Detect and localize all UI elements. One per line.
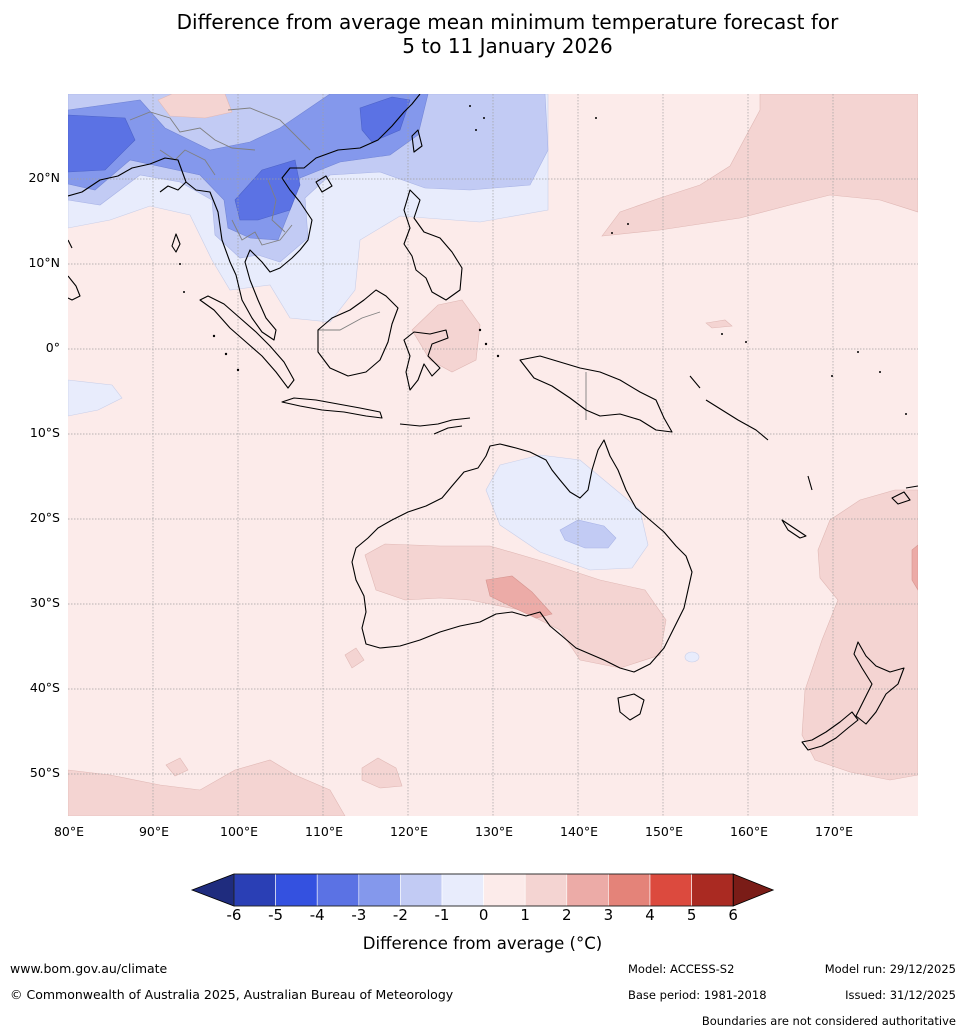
forecast-map: [68, 94, 918, 816]
anomaly-cool-asia-strong: [68, 94, 429, 241]
colorbar-swatch: [649, 873, 692, 907]
lon-label-160e: 160°E: [729, 824, 769, 839]
lon-label-80e: 80°E: [53, 824, 85, 839]
lat-label-0: 0°: [45, 340, 60, 355]
anomaly-cool-tasman-spot: [684, 651, 700, 663]
lat-label-10n: 10°N: [28, 255, 60, 270]
coast-borneo: [317, 289, 399, 377]
footer-base-period: Base period: 1981-2018: [628, 988, 767, 1002]
colorbar-tick-label: -5: [268, 906, 284, 924]
coast-india-west: [68, 239, 81, 301]
graticule: [68, 94, 918, 816]
footer-model-run: Model run: 29/12/2025: [824, 962, 956, 976]
colorbar-tick-label: 2: [562, 906, 572, 924]
lon-label-170e: 170°E: [814, 824, 854, 839]
colorbar: [190, 873, 775, 907]
footer-model: Model: ACCESS-S2: [628, 962, 735, 976]
colorbar-swatch: [483, 873, 526, 907]
lon-label-90e: 90°E: [138, 824, 170, 839]
colorbar-swatch: [316, 873, 360, 907]
anomaly-warm-spot-d: [705, 319, 733, 329]
colorbar-tick-label: 0: [478, 906, 489, 924]
colorbar-swatch: [275, 873, 318, 907]
anomaly-warm-china-light: [157, 94, 233, 119]
coast-philippines: [403, 189, 463, 301]
coast-sumatra: [199, 295, 295, 389]
map-title-line2: 5 to 11 January 2026: [402, 34, 613, 58]
coast-new-caledonia: [781, 519, 807, 539]
anomaly-warm-spot-e: [911, 544, 918, 591]
coast-bay-bengal-east: [185, 94, 421, 341]
colorbar-outline: [233, 873, 734, 907]
colorbar-swatch: [608, 873, 651, 907]
colorbar-swatch: [566, 873, 609, 907]
anomaly-warm-spot-b: [361, 757, 403, 789]
coast-sri-lanka: [171, 233, 181, 253]
lat-label-10s: 10°S: [29, 425, 60, 440]
lat-label-30s: 30°S: [29, 595, 60, 610]
coast-india: [68, 157, 187, 197]
lon-label-150e: 150°E: [644, 824, 684, 839]
footer-copyright: © Commonwealth of Australia 2025, Austra…: [10, 987, 454, 1002]
country-borders: [129, 107, 587, 420]
coast-java: [281, 397, 383, 419]
lon-label-140e: 140°E: [559, 824, 599, 839]
coast-solomons: [689, 375, 769, 441]
anomaly-cool-west-ocean: [68, 379, 123, 417]
colorbar-tick-label: 4: [645, 906, 655, 924]
colorbar-tick-label: -1: [434, 906, 450, 924]
colorbar-tick-label: 6: [728, 906, 738, 924]
lat-label-20s: 20°S: [29, 510, 60, 525]
coast-sulawesi: [403, 329, 449, 391]
colorbar-swatch: [358, 873, 401, 907]
anomaly-cool-central-australia: [559, 519, 617, 549]
map-title: Difference from average mean minimum tem…: [0, 10, 965, 58]
colorbar-tick-label: 5: [686, 906, 697, 924]
small-islands: [179, 105, 907, 415]
colorbar-extend-high: [732, 873, 775, 907]
lat-label-40s: 40°S: [29, 680, 60, 695]
anomaly-warm-spot-c: [344, 647, 365, 669]
coast-new-zealand-north: [853, 641, 905, 725]
colorbar-tick-label: -3: [351, 906, 367, 924]
lon-label-120e: 120°E: [389, 824, 429, 839]
anomaly-cool-asia-core: [68, 96, 411, 221]
footer-website: www.bom.gov.au/climate: [10, 961, 168, 976]
coast-vanuatu-fiji: [807, 475, 918, 505]
lon-label-110e: 110°E: [304, 824, 344, 839]
lon-label-130e: 130°E: [474, 824, 514, 839]
lat-label-50s: 50°S: [29, 765, 60, 780]
colorbar-tick-label: -2: [392, 906, 408, 924]
colorbar-swatch: [233, 873, 276, 907]
colorbar-tick-label: -6: [226, 906, 242, 924]
coast-australia: [351, 439, 693, 673]
colorbar-extend-low: [190, 873, 235, 907]
coastlines: [68, 94, 918, 751]
coast-taiwan: [411, 129, 423, 153]
map-title-line1: Difference from average mean minimum tem…: [176, 10, 839, 34]
coast-lesser-sunda: [399, 417, 471, 435]
colorbar-tick-label: 3: [603, 906, 614, 924]
colorbar-tick-label: 1: [520, 906, 530, 924]
coast-hainan: [315, 175, 333, 193]
colorbar-swatch: [400, 873, 443, 907]
anomaly-warm-spot-a: [165, 757, 189, 777]
lat-label-20n: 20°N: [28, 170, 60, 185]
colorbar-title: Difference from average (°C): [362, 934, 603, 953]
coast-new-guinea: [519, 355, 673, 433]
colorbar-swatch: [441, 873, 484, 907]
colorbar-swatch: [691, 873, 734, 907]
anomaly-cool-asia-mid: [68, 94, 549, 263]
anomaly-warm-australia-core: [485, 575, 553, 619]
colorbar-tick-label: -4: [309, 906, 325, 924]
lon-label-100e: 100°E: [219, 824, 259, 839]
footer-disclaimer: Boundaries are not considered authoritat…: [701, 1014, 956, 1028]
coast-tasmania: [617, 693, 645, 721]
anomaly-warm-pacific-north: [601, 94, 918, 237]
footer-issued: Issued: 31/12/2025: [845, 988, 956, 1002]
colorbar-swatch: [524, 873, 568, 907]
coast-new-zealand-south: [801, 711, 859, 751]
